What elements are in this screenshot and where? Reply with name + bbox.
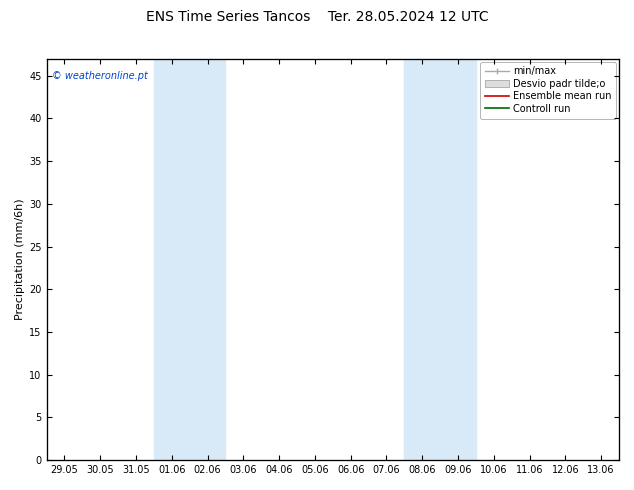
- Text: © weatheronline.pt: © weatheronline.pt: [52, 71, 148, 81]
- Y-axis label: Precipitation (mm/6h): Precipitation (mm/6h): [15, 198, 25, 320]
- Bar: [404, 59, 476, 460]
- Legend: min/max, Desvio padr tilde;o, Ensemble mean run, Controll run: min/max, Desvio padr tilde;o, Ensemble m…: [480, 62, 616, 119]
- Bar: [154, 59, 226, 460]
- Text: ENS Time Series Tancos    Ter. 28.05.2024 12 UTC: ENS Time Series Tancos Ter. 28.05.2024 1…: [146, 10, 488, 24]
